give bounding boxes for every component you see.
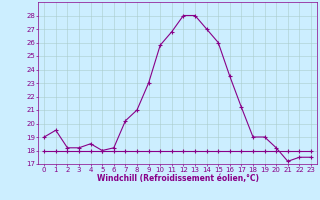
X-axis label: Windchill (Refroidissement éolien,°C): Windchill (Refroidissement éolien,°C)	[97, 174, 259, 183]
